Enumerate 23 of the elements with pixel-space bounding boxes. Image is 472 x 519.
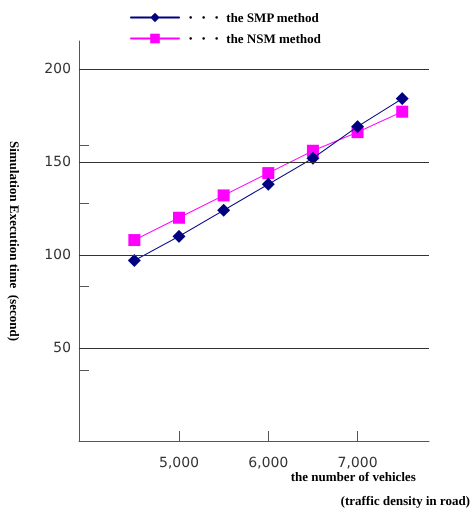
y-axis-title: Simulation Execution time (second) [7,140,22,342]
legend-label: ・・・ the SMP method [184,10,320,25]
x-tick-label: 5,000 [158,455,200,471]
x-axis-title: the number of vehicles (traffic density in road) [290,469,470,508]
y-tick-label: 100 [44,246,71,263]
y-tick-label: 50 [53,340,71,356]
point [218,189,230,202]
point [396,106,408,118]
point [396,92,409,106]
y-tick-label: 200 [44,60,71,77]
point [173,212,185,224]
point [351,120,364,134]
point [306,152,320,165]
x-tick-label: 7,000 [338,455,378,471]
point [262,178,275,191]
point [262,167,274,180]
point [172,230,186,243]
point [128,254,141,268]
y-tick-label: 150 [44,154,71,170]
x-tick-label: 6,000 [248,455,288,471]
legend-label: ・・・ the NSM method [184,31,322,46]
point [217,204,230,217]
point [128,234,140,246]
